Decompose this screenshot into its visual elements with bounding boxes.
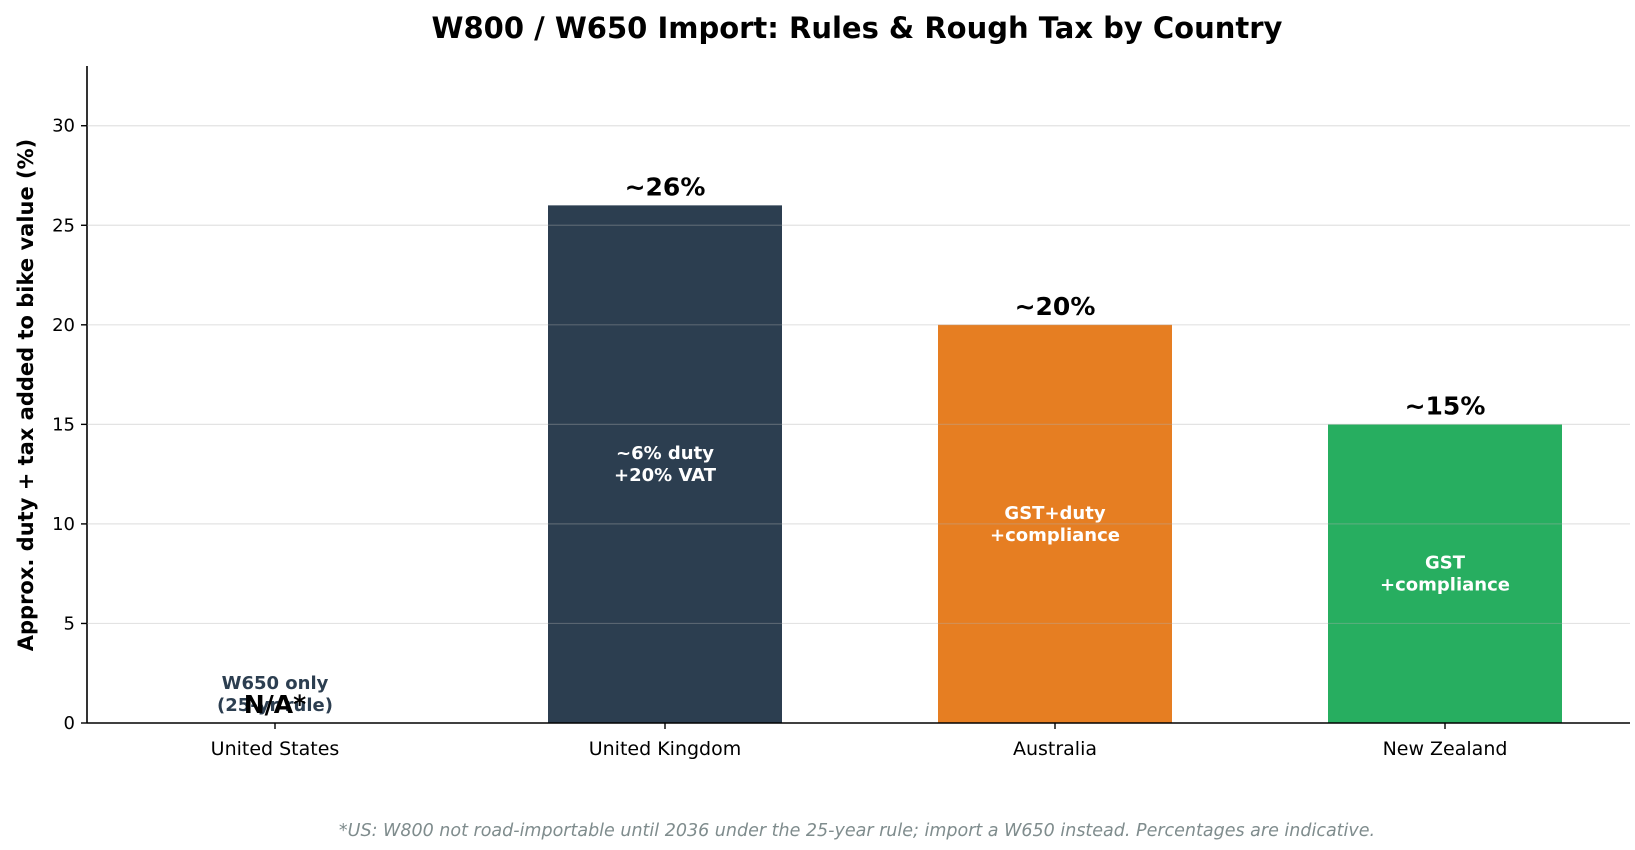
axes: 0 5 10 15 20 25 30 United States United Kingdom A… [52,66,1630,760]
footnote: *US: W800 not road-importable until 2036… [339,821,1375,841]
inner-label-3-0: GST [1425,553,1466,574]
x-tick-label-united-kingdom: United Kingdom [589,738,742,760]
inner-label-1-0: ~6% duty [616,443,714,464]
y-tick-label-20: 20 [52,315,75,336]
y-tick-label-30: 30 [52,116,75,137]
inner-label-2-0: GST+duty [1004,503,1105,524]
labels: W650 only(25-yr rule)N/A* ~26% ~20% ~15% ~6%… [87,125,1630,719]
x-tick-label-new-zealand: New Zealand [1383,738,1508,760]
chart-title: W800 / W650 Import: Rules & Rough Tax by… [432,11,1283,45]
bar-united-kingdom [548,205,782,723]
value-label-1: ~26% [625,172,706,201]
y-tick-label-0: 0 [64,713,75,734]
value-label-2: ~20% [1015,292,1096,321]
value-label-0: N/A* [244,690,306,719]
bars [548,205,1562,723]
inner-label-1-1: +20% VAT [614,465,717,486]
y-tick-label-15: 15 [52,414,75,435]
bar-new-zealand [1328,424,1562,723]
y-axis-label: Approx. duty + tax added to bike value (… [14,139,38,652]
us-note-line-0: W650 only [222,673,329,694]
bar-australia [938,324,1172,723]
y-tick-label-10: 10 [52,514,75,535]
us-note-line-1: (25-yr rule) [217,695,333,716]
value-label-3: ~15% [1405,391,1486,420]
y-tick-label-25: 25 [52,215,75,236]
x-tick-label-united-states: United States [211,738,340,760]
y-tick-label-5: 5 [64,613,75,634]
inner-label-2-1: +compliance [990,525,1120,546]
inner-label-3-1: +compliance [1380,575,1510,596]
x-tick-label-australia: Australia [1013,738,1097,760]
